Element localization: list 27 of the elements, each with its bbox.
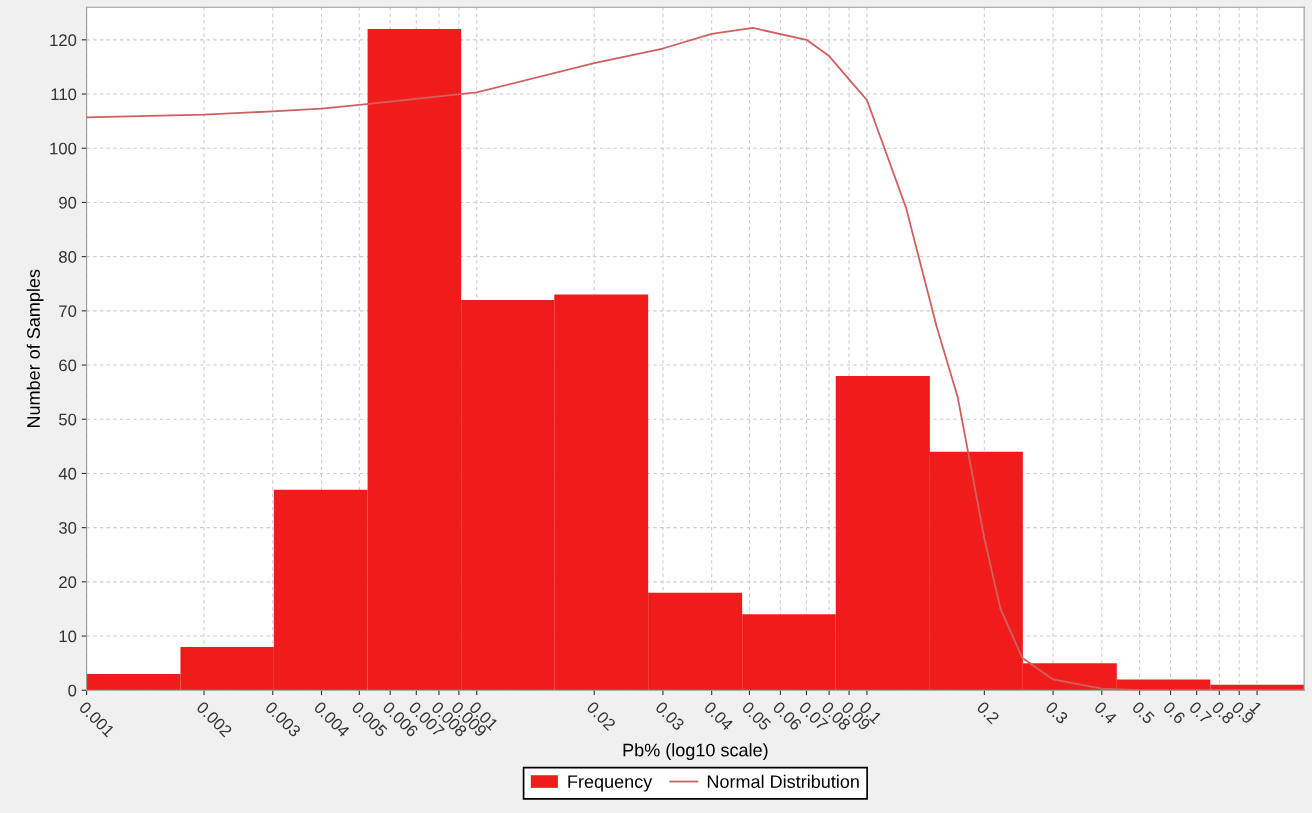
y-tick-label: 20: [59, 576, 77, 589]
y-tick-label: 60: [59, 359, 77, 372]
x-axis-title: Pb% (log10 scale): [623, 743, 768, 761]
x-tick-label: 0.04: [703, 700, 734, 732]
x-tick-label: 0.05: [741, 700, 772, 732]
y-tick-label: 50: [59, 413, 77, 426]
y-tick-label: 0: [68, 684, 77, 697]
x-tick-label: 0.03: [654, 700, 686, 732]
y-tick-label: 40: [58, 467, 77, 480]
y-tick-label: 90: [59, 196, 77, 209]
x-tick-label: 0.6: [1162, 700, 1187, 725]
y-tick-label: 10: [59, 630, 77, 643]
y-tick-label: 110: [51, 88, 77, 101]
x-tick-label: 0.4: [1093, 700, 1118, 725]
y-tick-label: 100: [50, 142, 77, 155]
x-tick-label: 0.2: [976, 700, 1000, 725]
y-tick-label: 120: [50, 34, 77, 47]
legend-label: Normal Distribution: [707, 774, 859, 789]
y-axis-title: Number of Samples: [26, 269, 44, 428]
x-tick-label: 0.3: [1044, 700, 1069, 725]
y-tick-label: 80: [59, 251, 77, 263]
x-tick-label: 0.8: [1211, 700, 1235, 725]
y-tick-label: 70: [59, 305, 77, 318]
x-tick-label: 0.7: [1188, 700, 1213, 725]
y-tick-label: 30: [58, 522, 77, 534]
legend-label: Frequency: [568, 775, 653, 792]
x-tick-label: 0.5: [1131, 700, 1156, 725]
